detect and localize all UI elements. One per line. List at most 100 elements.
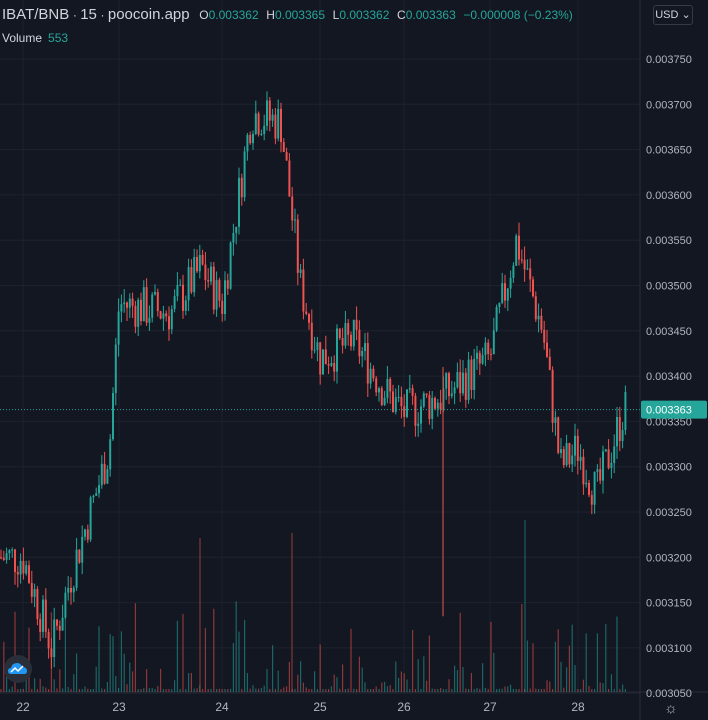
- volume-bar: [585, 633, 587, 692]
- candle-body: [532, 279, 534, 297]
- volume-bar: [204, 628, 206, 692]
- candle-body: [254, 113, 257, 134]
- volume-bar: [594, 688, 596, 692]
- candle-body: [204, 264, 207, 280]
- volume-bar: [602, 683, 604, 692]
- open-label: O: [199, 8, 209, 22]
- volume-bar: [392, 688, 394, 692]
- candle-body: [560, 449, 562, 453]
- volume-bar: [311, 688, 313, 692]
- volume-bar: [591, 689, 593, 692]
- candle-body: [364, 343, 366, 351]
- volume-bar: [496, 689, 498, 692]
- volume-bar: [179, 688, 181, 692]
- candle-body: [176, 285, 179, 297]
- candle-body: [380, 388, 383, 405]
- tradingview-logo[interactable]: [4, 655, 32, 683]
- volume-bar: [193, 688, 195, 692]
- candle-body: [565, 443, 568, 466]
- volume-bar: [230, 688, 232, 692]
- candle-body: [232, 232, 235, 243]
- volume-bar: [574, 665, 576, 692]
- volume-bar: [67, 686, 69, 692]
- candle-body: [509, 277, 512, 289]
- volume-bar: [45, 687, 47, 692]
- volume-bar: [372, 688, 374, 692]
- candle-body: [98, 485, 100, 494]
- volume-bar: [386, 686, 388, 692]
- symbol-name[interactable]: IBAT/BNB: [2, 6, 70, 23]
- volume-bar: [456, 670, 458, 692]
- candle-body: [305, 311, 308, 314]
- volume-bar: [599, 682, 601, 692]
- candle-body: [154, 292, 156, 295]
- volume-bar: [207, 688, 209, 692]
- candle-body: [313, 349, 316, 351]
- candle-body: [618, 416, 621, 441]
- close-value: 0.003363: [405, 8, 456, 22]
- volume-bar: [59, 669, 61, 692]
- time-axis[interactable]: 22 23 24 25 26 27 28: [16, 700, 585, 714]
- volume-bar: [546, 680, 548, 692]
- volume-bar: [0, 688, 2, 692]
- source: poocoin.app: [107, 6, 190, 23]
- volume-bar: [109, 634, 111, 692]
- candle-body: [257, 113, 260, 135]
- interval[interactable]: 15: [80, 6, 97, 23]
- candle-body: [198, 254, 201, 272]
- volume-bar: [577, 689, 579, 692]
- candle-body: [123, 302, 126, 305]
- time-tick-label: 25: [313, 700, 327, 714]
- candle-body: [344, 323, 347, 346]
- candle-body: [302, 269, 305, 312]
- candle-body: [590, 495, 593, 505]
- candle-body: [64, 592, 67, 618]
- volume-bar: [106, 681, 108, 692]
- volume-bar: [286, 686, 288, 692]
- high-value: 0.003365: [274, 8, 326, 22]
- candle-body: [515, 235, 518, 266]
- gear-icon[interactable]: ☼: [664, 700, 678, 717]
- volume-bar: [146, 669, 148, 692]
- time-tick-label: 28: [571, 700, 585, 714]
- candle-body: [53, 619, 56, 658]
- candle-body: [333, 362, 336, 372]
- candle-body: [610, 462, 613, 469]
- price-tick-label: 0.003450: [646, 326, 692, 338]
- candle-body: [616, 416, 618, 447]
- volume-bar: [596, 633, 598, 692]
- candle-body: [551, 369, 554, 423]
- volume-bar: [3, 641, 5, 692]
- volume-bar: [526, 640, 528, 692]
- volume-bar: [305, 687, 307, 692]
- volume-bar: [622, 684, 624, 692]
- candle-body: [495, 307, 498, 331]
- candle-body: [389, 379, 392, 392]
- candle-body: [173, 296, 176, 310]
- candle-body: [75, 549, 78, 588]
- volume-bar: [568, 645, 570, 692]
- volume-bar: [358, 656, 360, 692]
- candle-body: [137, 299, 140, 327]
- volume-bar: [375, 686, 377, 692]
- candle-body: [579, 456, 582, 461]
- volume-bar: [518, 688, 520, 692]
- volume-bar: [112, 636, 114, 692]
- chevron-down-icon: ⌄: [681, 9, 691, 21]
- volume-bar: [350, 628, 352, 692]
- volume-bar: [174, 680, 176, 692]
- high-label: H: [266, 8, 275, 22]
- volume-bar: [148, 688, 150, 692]
- candle-body: [562, 449, 565, 466]
- candle-body: [86, 529, 89, 540]
- currency-button[interactable]: USD ⌄: [653, 5, 693, 25]
- candle-body: [16, 571, 19, 575]
- volume-bar: [274, 688, 276, 692]
- candle-body: [72, 587, 75, 593]
- volume-bar: [294, 688, 296, 692]
- candle-body: [134, 305, 137, 327]
- price-axis[interactable]: 0.003750 0.003700 0.003650 0.003600 0.003550…: [646, 54, 692, 700]
- candle-body: [56, 619, 58, 626]
- candle-body: [168, 316, 170, 330]
